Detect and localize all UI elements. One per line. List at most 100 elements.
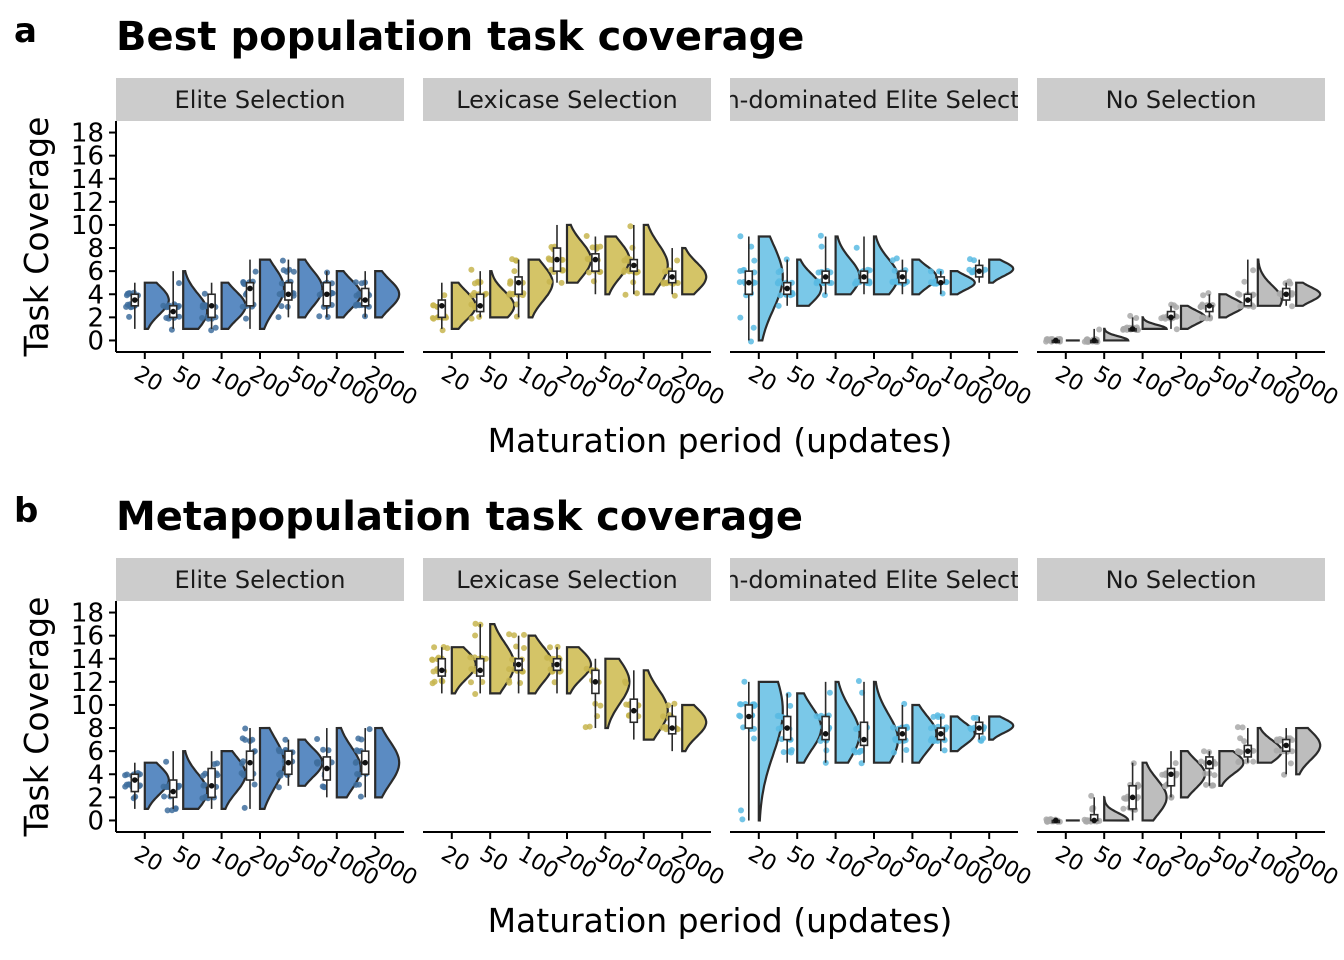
violin-group: 50 (467, 620, 516, 877)
jitter-point (164, 807, 171, 814)
jitter-point (660, 713, 667, 720)
median-point (631, 262, 637, 269)
jitter-point (1198, 758, 1205, 765)
jitter-point (1289, 748, 1296, 755)
jitter-point (1289, 303, 1295, 310)
median-point (861, 274, 867, 280)
jitter-point (275, 784, 282, 791)
jitter-point (1273, 747, 1280, 754)
median-point (592, 679, 599, 685)
median-point (784, 725, 790, 731)
panel-letter: a (14, 11, 37, 51)
jitter-point (1088, 792, 1095, 799)
violin-group: 50 (160, 269, 209, 397)
jitter-point (1237, 735, 1244, 742)
jitter-point (429, 680, 436, 687)
jitter-point (546, 256, 553, 263)
jitter-point (252, 268, 259, 275)
violin-group: 2000 (967, 714, 1035, 891)
jitter-point (324, 314, 331, 320)
jitter-point (352, 759, 359, 766)
median-point (861, 736, 867, 743)
iqr-box (360, 287, 370, 307)
jitter-point (200, 302, 207, 309)
jitter-point (521, 645, 527, 651)
jitter-point (506, 666, 513, 673)
violin-shape (1103, 795, 1130, 822)
jitter-point (930, 713, 937, 720)
jitter-point (751, 735, 757, 742)
jitter-point (161, 793, 168, 800)
jitter-point (853, 244, 860, 251)
jitter-point (941, 747, 948, 754)
median-point (439, 303, 445, 309)
median-point (1283, 742, 1289, 749)
jitter-point (506, 291, 513, 298)
jitter-point (1286, 278, 1293, 285)
median-point (1206, 759, 1213, 766)
jitter-point (546, 278, 553, 285)
x-tick-label: 50 (782, 842, 819, 878)
jitter-point (471, 289, 478, 296)
jitter-point (737, 314, 744, 321)
jitter-point (858, 760, 865, 767)
jitter-point (1127, 312, 1134, 319)
y-tick-label: 18 (71, 599, 104, 629)
jitter-point (511, 632, 518, 639)
jitter-point (176, 280, 182, 287)
x-tick-label: 20 (130, 362, 167, 398)
jitter-point (558, 279, 565, 286)
jitter-point (511, 268, 518, 275)
jitter-point (290, 268, 297, 275)
violin-shape (988, 715, 1015, 741)
jitter-point (927, 268, 934, 275)
jitter-point (889, 278, 896, 285)
jitter-point (1043, 818, 1050, 825)
violin-shape (1218, 749, 1245, 787)
y-tick-label: 8 (87, 234, 104, 264)
median-point (746, 713, 752, 720)
jitter-point (973, 714, 980, 721)
jitter-point (775, 280, 781, 287)
x-tick-label: 20 (437, 842, 474, 878)
jitter-point (748, 243, 755, 250)
violin-group: 100 (199, 281, 255, 404)
violin-group: 50 (1081, 326, 1130, 397)
violin-group: 200 (851, 678, 908, 884)
jitter-point (622, 678, 628, 685)
jitter-point (665, 702, 672, 709)
violin-shape (182, 269, 209, 330)
jitter-point (1235, 759, 1242, 766)
jitter-point (314, 736, 321, 742)
jitter-point (1237, 303, 1244, 310)
facet-strip-label: Elite Selection (175, 566, 346, 594)
jitter-point (278, 303, 285, 310)
jitter-point (430, 668, 437, 675)
y-tick-label: 6 (87, 737, 104, 767)
violin-group: 50 (774, 691, 823, 878)
median-point (1129, 794, 1136, 801)
jitter-point (429, 315, 436, 321)
jitter-point (903, 747, 910, 753)
jitter-point (662, 268, 668, 275)
median-point (324, 765, 330, 772)
violin-shape (757, 680, 784, 822)
median-point (899, 274, 906, 280)
chart-title: Best population task coverage (116, 14, 804, 60)
violin-group: 20 (122, 761, 170, 877)
iqr-box (514, 276, 523, 296)
jitter-point (1168, 794, 1175, 801)
jitter-point (1241, 278, 1248, 285)
facet-strip-label: Non-dominated Elite Selection (692, 566, 1056, 594)
jitter-point (739, 816, 746, 823)
jitter-point (751, 279, 758, 286)
jitter-point (741, 678, 748, 685)
violin-shape (604, 235, 631, 296)
iqr-box (591, 253, 600, 272)
x-tick-label: 50 (168, 842, 205, 878)
violin-shape (258, 726, 286, 810)
violin-group: 50 (468, 266, 516, 397)
jitter-point (775, 302, 782, 309)
